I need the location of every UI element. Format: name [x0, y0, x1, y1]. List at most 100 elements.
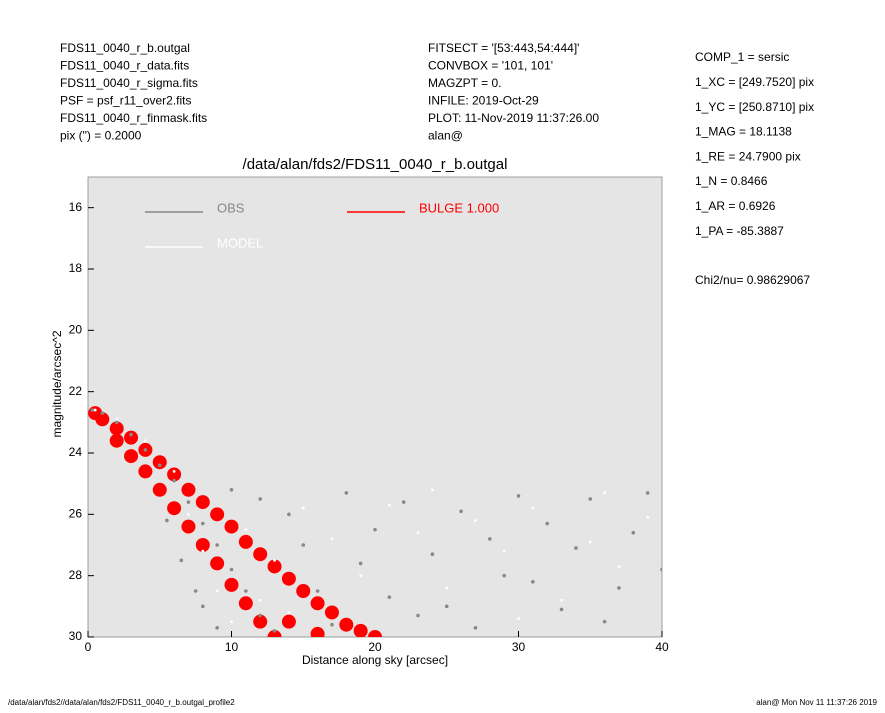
point — [273, 558, 276, 562]
point — [416, 531, 420, 535]
point — [193, 589, 198, 593]
header-right-line: 1_AR = 0.6926 — [695, 199, 776, 213]
chart-title: /data/alan/fds2/FDS11_0040_r_b.outgal — [243, 156, 508, 173]
y-tick-label: 30 — [69, 629, 83, 643]
point — [560, 598, 563, 602]
point — [545, 521, 549, 526]
plot-background — [87, 176, 663, 638]
header-middle-line: CONVBOX = '101, 101' — [428, 59, 553, 73]
point — [531, 506, 535, 510]
point — [210, 507, 225, 522]
point — [272, 629, 277, 633]
point — [459, 509, 463, 514]
point — [431, 488, 434, 492]
point — [152, 482, 167, 497]
point — [281, 614, 296, 629]
point — [258, 598, 262, 602]
y-tick-label: 18 — [69, 261, 83, 275]
point — [516, 494, 521, 498]
point — [172, 478, 176, 483]
point — [144, 439, 147, 443]
point — [253, 547, 268, 562]
point — [430, 552, 435, 556]
point — [124, 449, 139, 464]
point — [330, 537, 334, 541]
point — [287, 611, 291, 614]
point — [258, 613, 263, 618]
point — [502, 549, 506, 553]
point — [474, 519, 477, 522]
point — [315, 589, 320, 593]
point — [617, 565, 621, 568]
point — [339, 617, 354, 632]
point — [631, 530, 636, 535]
point — [588, 497, 593, 501]
point — [109, 433, 124, 448]
point — [368, 630, 382, 637]
point — [445, 586, 449, 590]
point — [617, 586, 621, 590]
point — [531, 580, 535, 584]
point — [95, 412, 110, 427]
point — [267, 559, 282, 574]
point — [115, 417, 119, 421]
point — [344, 491, 349, 495]
y-tick-label: 26 — [69, 507, 83, 521]
point — [301, 543, 306, 547]
point — [603, 491, 606, 495]
header-left-line: FDS11_0040_r_data.fits — [60, 59, 189, 73]
point — [186, 500, 191, 504]
point — [229, 488, 234, 492]
point — [152, 455, 167, 470]
y-tick-label: 24 — [69, 445, 83, 459]
point — [502, 573, 506, 578]
point — [244, 528, 248, 532]
point — [224, 519, 239, 534]
point — [229, 567, 234, 572]
point — [324, 605, 339, 620]
point — [114, 420, 119, 425]
y-tick-label: 16 — [69, 200, 83, 214]
point — [215, 626, 219, 630]
point — [195, 495, 210, 510]
point — [646, 516, 650, 519]
point — [187, 512, 190, 516]
point — [645, 491, 650, 495]
point — [287, 512, 291, 517]
y-tick-label: 22 — [69, 384, 83, 398]
point — [358, 561, 363, 566]
header-right-line: 1_RE = 24.7900 pix — [695, 149, 801, 163]
point — [401, 500, 406, 504]
point — [660, 567, 662, 572]
chi2: Chi2/nu= 0.98629067 — [695, 273, 810, 287]
point — [100, 411, 105, 415]
header-middle-line: MAGZPT = 0. — [428, 76, 501, 90]
footer-left: /data/alan/fds2//data/alan/fds2/FDS11_00… — [8, 698, 235, 707]
point — [215, 543, 219, 547]
point — [181, 482, 196, 497]
point — [310, 596, 325, 611]
point — [517, 617, 520, 620]
x-axis-label: Distance along sky [arcsec] — [302, 653, 448, 667]
header-middle-line: INFILE: 2019-Oct-29 — [428, 94, 539, 108]
point — [296, 584, 311, 598]
point — [559, 607, 564, 612]
point — [165, 518, 169, 523]
header-right-line: 1_PA = -85.3887 — [695, 224, 784, 238]
point — [201, 549, 205, 553]
y-tick-label: 20 — [69, 323, 83, 337]
point — [310, 626, 325, 637]
point — [172, 470, 176, 473]
x-tick-label: 0 — [85, 640, 92, 654]
header-right-line: 1_MAG = 18.1138 — [695, 125, 792, 139]
x-tick-label: 20 — [368, 640, 382, 654]
header-left-line: FDS11_0040_r_sigma.fits — [60, 76, 198, 90]
point — [129, 432, 133, 437]
y-tick-label: 28 — [69, 568, 83, 582]
header-right-line: COMP_1 = sersic — [695, 50, 789, 64]
legend-label: MODEL — [217, 235, 263, 250]
point — [109, 421, 124, 436]
point — [330, 622, 334, 627]
point — [195, 538, 210, 552]
